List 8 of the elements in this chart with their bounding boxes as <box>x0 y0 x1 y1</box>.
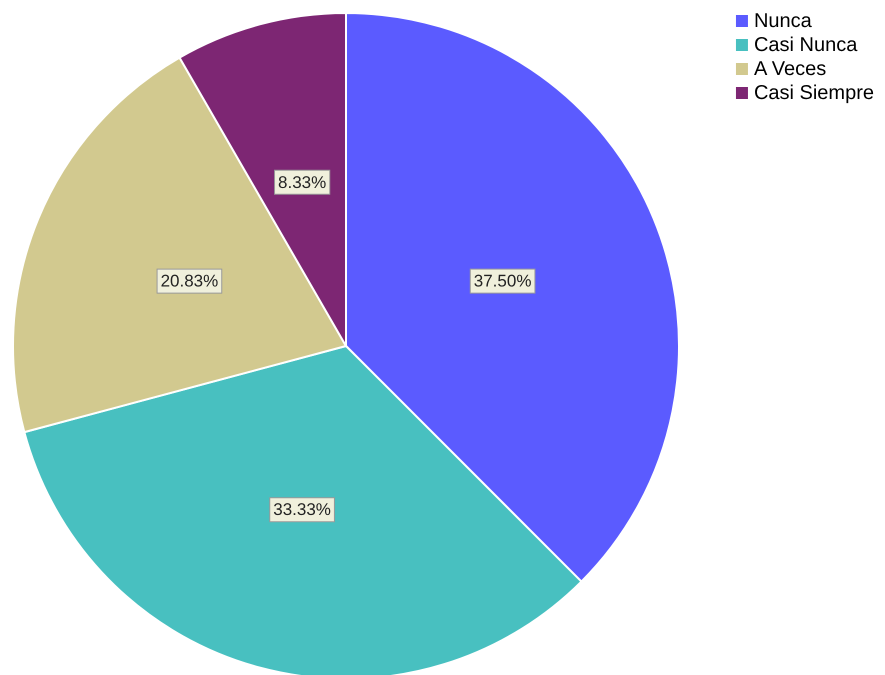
data-label: 8.33% <box>278 172 326 192</box>
legend-label: A Veces <box>754 58 826 80</box>
legend-label: Casi Siempre <box>754 82 874 104</box>
legend-label: Casi Nunca <box>754 34 858 56</box>
data-label: 20.83% <box>160 272 218 291</box>
legend-label: Nunca <box>754 10 813 32</box>
data-label: 37.50% <box>474 272 532 291</box>
data-label: 33.33% <box>273 500 331 520</box>
